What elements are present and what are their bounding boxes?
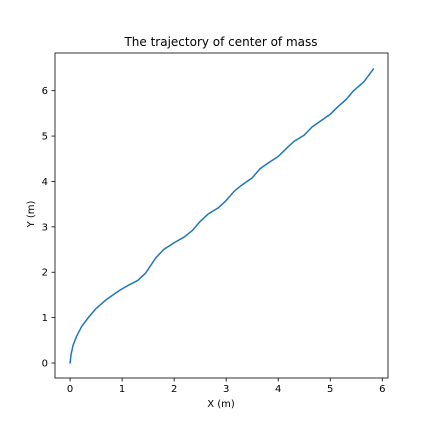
chart-title: The trajectory of center of mass — [123, 35, 317, 49]
y-tick-label-4: 4 — [42, 177, 48, 188]
y-tick-label-5: 5 — [42, 132, 48, 143]
y-tick-label-1: 1 — [42, 313, 48, 324]
x-tick-label-5: 5 — [327, 384, 333, 395]
y-tick-label-6: 6 — [42, 86, 48, 97]
y-axis-label: Y (m) — [26, 200, 37, 228]
axes-frame — [54, 52, 389, 379]
plot-area: 0 1 2 3 4 5 6 0 1 2 3 4 5 6 — [42, 52, 389, 395]
x-tick-label-2: 2 — [171, 384, 177, 395]
y-tick-label-3: 3 — [42, 222, 48, 233]
trajectory-line-0 — [69, 68, 375, 364]
x-tick-label-3: 3 — [223, 384, 229, 395]
x-tick-label-1: 1 — [119, 384, 125, 395]
x-tick-label-4: 4 — [275, 384, 281, 395]
y-tick-label-0: 0 — [42, 359, 48, 370]
x-axis-label: X (m) — [207, 399, 235, 410]
y-tick-label-2: 2 — [42, 268, 48, 279]
x-tick-label-6: 6 — [379, 384, 385, 395]
x-tick-label-0: 0 — [67, 384, 73, 395]
